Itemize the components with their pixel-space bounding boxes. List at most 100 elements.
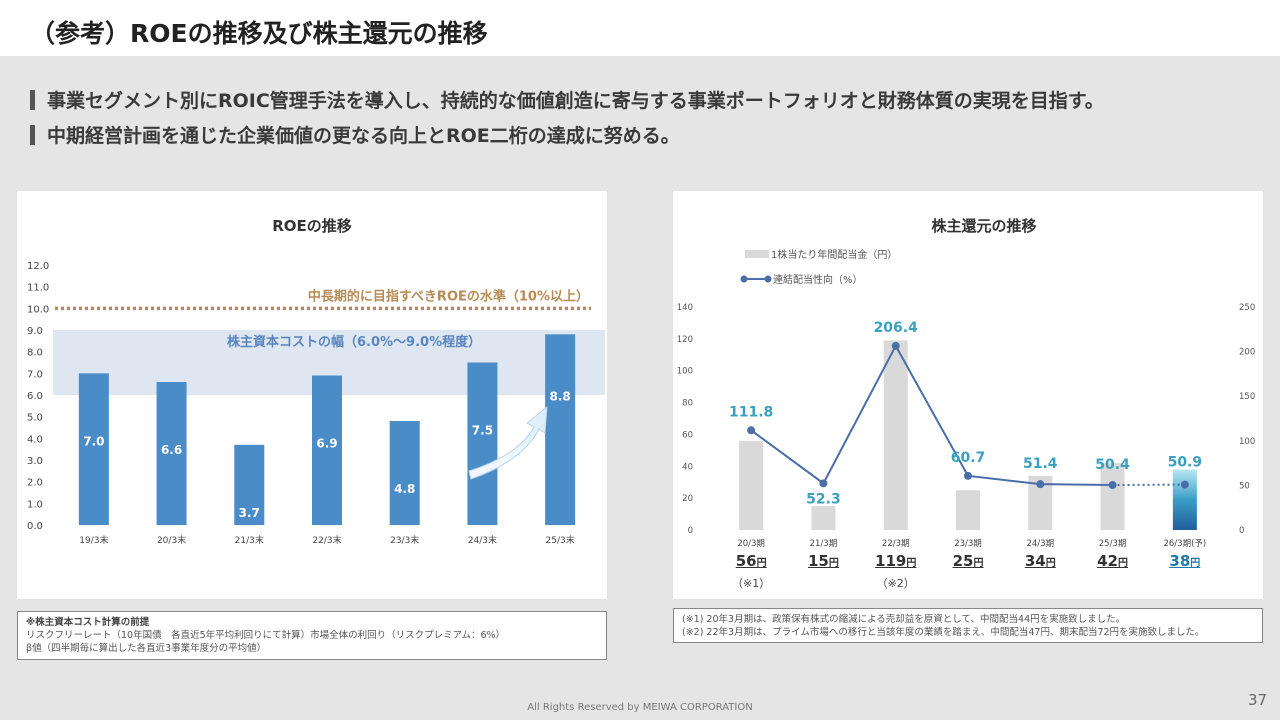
dividend-x-tick: 23/3期 (954, 539, 982, 549)
dividend-y-left-tick: 120 (677, 335, 693, 345)
dividend-per-share-label: 42円 (1083, 552, 1143, 570)
cost-of-equity-band-label: 株主資本コストの幅（6.0%～9.0%程度） (227, 334, 481, 350)
roe-x-tick: 24/3末 (468, 534, 497, 546)
dividend-per-share-label: 38円 (1155, 552, 1215, 570)
payout-ratio-label: 50.9 (1168, 455, 1203, 471)
roe-bar-value: 6.6 (161, 443, 182, 457)
roe-y-tick: 3.0 (27, 456, 43, 467)
roe-bar-value: 7.0 (83, 434, 104, 448)
payout-ratio-label: 50.4 (1095, 457, 1130, 473)
roe-y-tick: 1.0 (27, 499, 43, 510)
dividend-chart: 株主還元の推移 1株当たり年間配当金（円） 連結配当性向（%） 0 20 40 60 80 10… (677, 217, 1255, 549)
roe-x-tick: 20/3末 (157, 534, 186, 546)
roe-note-line-2: β値（四半期毎に算出した各直近3事業年度分の平均値） (26, 643, 267, 654)
roe-y-tick: 5.0 (27, 413, 43, 424)
payout-ratio-label: 206.4 (874, 320, 919, 336)
dividend-y-right-tick: 100 (1239, 437, 1255, 447)
footnote-mark: （※2） (876, 577, 915, 590)
roe-x-tick: 22/3末 (312, 534, 341, 546)
roe-bar (234, 444, 265, 525)
roe-bar (545, 334, 576, 525)
dividend-amount: 42 (1097, 552, 1118, 570)
roe-x-tick: 19/3末 (79, 534, 108, 546)
dividend-bar (883, 340, 908, 530)
dividend-amount: 15 (807, 552, 829, 570)
payout-ratio-label: 60.7 (951, 450, 986, 466)
dividend-y-left-tick: 20 (682, 494, 693, 504)
dividend-y-right-tick: 150 (1239, 392, 1255, 402)
roe-note: ※株主資本コスト計算の前提 リスクフリーレート（10年国債 各直近5年平均利回り… (17, 611, 607, 660)
bullet-marker (30, 90, 35, 110)
payout-ratio-point (964, 471, 972, 480)
roe-bar-value: 3.7 (239, 506, 260, 520)
dividend-bar (811, 506, 836, 530)
payout-ratio-point (1180, 480, 1189, 489)
dividend-y-right-tick: 0 (1239, 526, 1244, 536)
dividend-per-share-label: 15円 (793, 552, 853, 570)
bullet-2-text: 中期経営計画を通じた企業価値の更なる向上とROE二桁の達成に努める。 (47, 125, 680, 147)
dividend-unit: 円 (1045, 558, 1056, 569)
roe-note-line-1: リスクフリーレート（10年国債 各直近5年平均利回りにて計算）市場全体の利回り（… (26, 630, 506, 641)
roe-bar (78, 373, 109, 525)
payout-ratio-label: 52.3 (806, 491, 841, 507)
roe-bar (312, 375, 342, 525)
dividend-note: (※1) 20年3月期は、政策保有株式の縮減による売却益を原資として、中間配当4… (673, 608, 1263, 643)
dividend-x-tick: 24/3期 (1026, 539, 1054, 549)
dividend-y-right-tick: 50 (1239, 481, 1250, 491)
dividend-x-tick: 22/3期 (882, 539, 910, 549)
roe-y-tick: 7.0 (27, 369, 43, 380)
roe-bar-value: 7.5 (472, 424, 493, 438)
roe-y-tick: 12.0 (27, 261, 49, 272)
payout-ratio-point (819, 479, 828, 488)
dividend-y-right-tick: 200 (1239, 348, 1255, 358)
dividend-bar (956, 490, 980, 530)
dividend-per-share-label: 56円 (721, 552, 781, 570)
legend-marker-payout (764, 275, 772, 283)
dividend-y-left-tick: 140 (677, 303, 693, 313)
bullet-1-text: 事業セグメント別にROIC管理手法を導入し、持続的な価値創造に寄与する事業ポート… (47, 90, 1104, 112)
growth-arrow-icon (468, 405, 548, 480)
dividend-unit: 円 (1190, 558, 1201, 569)
dividend-unit: 円 (828, 558, 839, 569)
dividend-y-left-tick: 0 (688, 526, 693, 536)
legend-swatch-dividend (745, 250, 769, 258)
dividend-chart-panel: 株主還元の推移 1株当たり年間配当金（円） 連結配当性向（%） 0 20 40 60 80 10… (673, 191, 1263, 599)
payout-ratio-line (750, 343, 1113, 487)
payout-ratio-point (747, 426, 756, 435)
dividend-amount: 34 (1024, 552, 1046, 570)
dividend-unit: 円 (756, 558, 767, 569)
roe-x-tick: 21/3末 (235, 534, 264, 546)
dividend-amount: 25 (952, 552, 974, 570)
dividend-x-tick: 25/3期 (1099, 539, 1127, 549)
roe-bar-value: 4.8 (394, 482, 415, 496)
dividend-amount: 56 (735, 552, 757, 570)
payout-ratio-point (891, 341, 900, 350)
dividend-y-left-tick: 80 (682, 399, 693, 409)
roe-y-tick: 0.0 (27, 521, 43, 532)
dividend-note-line-1: (※1) 20年3月期は、政策保有株式の縮減による売却益を原資として、中間配当4… (682, 614, 1126, 625)
roe-bar (389, 421, 420, 525)
legend-marker-payout (740, 275, 748, 283)
roe-y-tick: 2.0 (27, 478, 43, 489)
roe-bar (156, 382, 187, 525)
dividend-y-right-tick: 250 (1239, 303, 1255, 313)
dividend-amount: 38 (1169, 552, 1191, 570)
roe-y-tick: 4.0 (27, 434, 43, 445)
roe-chart-title: ROEの推移 (272, 217, 352, 235)
roe-x-tick: 25/3末 (546, 534, 575, 546)
page-title: （参考）ROEの推移及び株主還元の推移 (30, 19, 488, 48)
roe-y-tick: 8.0 (27, 348, 43, 359)
bullet-marker (30, 125, 35, 145)
dividend-per-share-label: 25円 (938, 552, 998, 570)
bullet-1: 事業セグメント別にROIC管理手法を導入し、持続的な価値創造に寄与する事業ポート… (30, 86, 1104, 113)
payout-ratio-point (1108, 481, 1117, 490)
roe-x-tick: 23/3末 (390, 534, 419, 546)
dividend-unit: 円 (973, 558, 984, 569)
dividend-bar (1100, 463, 1125, 530)
dividend-x-tick: 21/3期 (810, 539, 838, 549)
roe-note-title: ※株主資本コスト計算の前提 (26, 617, 150, 628)
legend-label-dividend: 1株当たり年間配当金（円） (771, 248, 897, 261)
roe-bar-value: 6.9 (316, 437, 337, 451)
dividend-y-left-tick: 60 (682, 430, 693, 440)
